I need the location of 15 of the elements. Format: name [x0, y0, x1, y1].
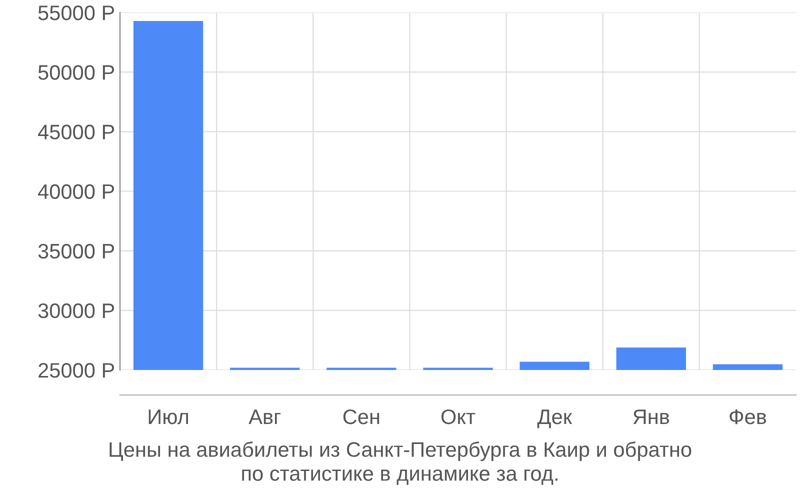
x-tick-label: Сен [343, 409, 380, 424]
y-tick-label: 30000 Р [38, 303, 114, 318]
y-tick-label: 55000 Р [38, 6, 114, 20]
x-tick-label: Фев [730, 410, 766, 424]
y-tick-label: 35000 Р [38, 244, 114, 259]
x-tick-label: Окт [441, 409, 476, 424]
y-tick-label: 50000 Р [38, 65, 114, 80]
x-tick-label: Июл [148, 410, 188, 424]
y-tick-label: 45000 Р [38, 124, 114, 140]
x-tick-label: Дек [537, 410, 572, 428]
y-tick-label: 25000 Р [38, 363, 114, 378]
text: Цены на авиабилеты из Санкт-Петербурга в Каир и обратно по статистике в динамике за год. [110, 441, 692, 485]
x-tick-label: Авг [248, 410, 281, 424]
x-tick-label: Янв [633, 410, 670, 424]
y-tick-label: 40000 Р [38, 184, 114, 200]
